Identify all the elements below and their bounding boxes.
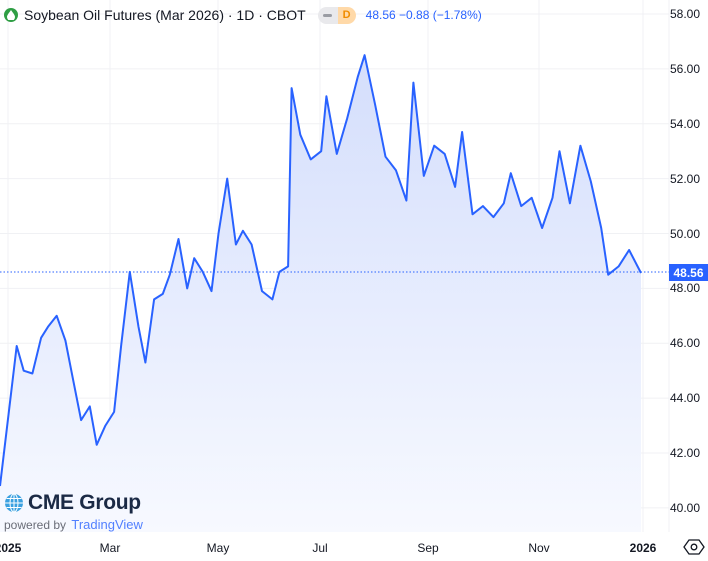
- y-tick-label: 54.00: [669, 116, 700, 131]
- y-tick-label: 40.00: [669, 500, 700, 515]
- change-percent: (−1.78%): [432, 8, 482, 22]
- last-value: 48.56: [365, 8, 396, 22]
- powered-by-label: powered by: [4, 518, 67, 532]
- x-tick-label: May: [206, 541, 230, 555]
- x-tick-label: Mar: [99, 541, 121, 555]
- x-tick-label: Nov: [528, 541, 550, 555]
- y-tick-label: 44.00: [669, 391, 700, 406]
- globe-icon: [5, 493, 23, 513]
- x-tick-label: Jul: [312, 541, 328, 555]
- change-value: −0.88: [399, 8, 430, 22]
- y-tick-label: 50.00: [669, 226, 700, 241]
- y-tick-label: 42.00: [669, 446, 700, 461]
- powered-by: powered by TradingView: [4, 517, 143, 532]
- x-tick-label: 2026: [629, 541, 657, 555]
- soybean-oil-icon: [4, 8, 18, 22]
- y-tick-label: 56.00: [669, 61, 700, 76]
- last-quote: 48.56 −0.88 (−1.78%): [366, 8, 482, 22]
- y-tick-label: 58.00: [669, 7, 700, 21]
- interval-badge[interactable]: D: [317, 6, 356, 24]
- minus-icon: [317, 6, 338, 24]
- interval-label: D: [337, 6, 356, 24]
- price-area-fill: [0, 55, 641, 532]
- y-tick-label: 52.00: [669, 171, 700, 186]
- chart-legend-header: Soybean Oil Futures (Mar 2026) · 1D · CB…: [4, 4, 482, 26]
- y-tick-label: 46.00: [669, 336, 700, 351]
- symbol-title[interactable]: Soybean Oil Futures (Mar 2026) · 1D · CB…: [24, 7, 306, 23]
- last-price-label: 48.56: [669, 264, 708, 281]
- x-tick-label: 2025: [0, 541, 22, 555]
- settings-gear-icon[interactable]: [683, 538, 705, 556]
- x-tick-label: Sep: [417, 541, 439, 555]
- company-name: CME Group: [28, 491, 141, 514]
- cme-group-logo[interactable]: CME Group powered by TradingView: [4, 491, 143, 532]
- y-tick-label: 48.00: [669, 281, 700, 296]
- tradingview-link[interactable]: TradingView: [71, 517, 143, 532]
- price-line: [0, 54, 642, 487]
